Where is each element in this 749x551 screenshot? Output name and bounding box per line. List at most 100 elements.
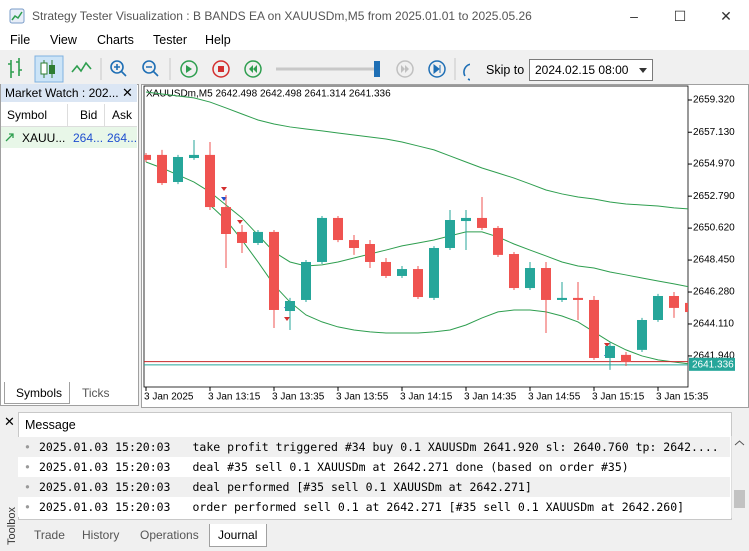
toolbox-label: Toolbox xyxy=(6,507,18,545)
candle-body xyxy=(381,261,391,276)
column-header[interactable]: Bid xyxy=(80,108,98,122)
price-label-box xyxy=(689,357,735,371)
tab-label[interactable]: Trade xyxy=(34,528,65,542)
skip-end-button[interactable] xyxy=(428,60,446,78)
candle-body xyxy=(445,220,455,248)
maximize-button[interactable]: ☐ xyxy=(673,8,687,24)
candle-body xyxy=(509,254,519,289)
candle-body xyxy=(685,302,688,313)
slow-down-button[interactable] xyxy=(244,60,262,78)
tab-label[interactable]: Journal xyxy=(218,528,258,542)
candle-body xyxy=(573,297,583,300)
candle-body xyxy=(493,227,503,255)
column-header[interactable]: Message xyxy=(25,418,76,432)
date-dropdown-button[interactable] xyxy=(637,64,649,76)
toolbox-close[interactable]: ✕ xyxy=(4,414,15,429)
tab-selected[interactable] xyxy=(209,524,267,547)
log-row[interactable]: • 2025.01.03 15:20:03 take profit triggere… xyxy=(18,437,730,457)
x-tick-label: 3 Jan 14:35 xyxy=(464,392,517,403)
scroll-up[interactable] xyxy=(734,438,745,448)
x-tick-label: 3 Jan 13:55 xyxy=(336,392,389,403)
line-chart-button[interactable] xyxy=(71,61,92,73)
log-message: deal performed [#35 sell 0.1 XAUUSDm at … xyxy=(192,480,532,494)
log-row[interactable]: • 2025.01.03 15:20:03 deal #35 sell 0.1 XA… xyxy=(18,457,730,477)
y-tick-label: 2650.620 xyxy=(693,223,735,234)
menu-item[interactable]: Help xyxy=(205,33,231,47)
market-watch-close[interactable]: ✕ xyxy=(122,85,133,100)
slider-thumb[interactable] xyxy=(374,61,380,77)
x-tick-label: 3 Jan 14:55 xyxy=(528,392,581,403)
tab-label[interactable]: Symbols xyxy=(16,386,63,400)
y-tick-label: 2648.450 xyxy=(693,255,735,266)
tab-label[interactable]: Ticks xyxy=(82,386,110,400)
play-button[interactable] xyxy=(180,60,198,78)
market-watch-header: Market Watch : 202... xyxy=(1,84,137,102)
candle-body xyxy=(349,240,359,248)
y-tick-label: 2659.320 xyxy=(693,95,735,106)
zoom-in-button[interactable] xyxy=(110,60,127,77)
candle-body xyxy=(221,207,231,234)
stop-button[interactable] xyxy=(212,60,230,78)
menu-item[interactable]: Charts xyxy=(97,33,134,47)
candle-body xyxy=(637,319,647,350)
y-tick-label: 2646.280 xyxy=(693,287,735,298)
column-header[interactable]: Symbol xyxy=(7,108,48,122)
menu-item[interactable]: View xyxy=(50,33,77,47)
candle-body xyxy=(205,154,215,208)
tab-selected[interactable] xyxy=(4,382,70,404)
zoom-out-button[interactable] xyxy=(142,60,159,77)
column-header[interactable]: Ask xyxy=(112,108,133,122)
candle-body xyxy=(365,244,375,262)
log-time: 2025.01.03 15:20:03 xyxy=(38,460,171,474)
candle-body xyxy=(669,295,679,308)
candle-body xyxy=(157,154,167,184)
candle-body xyxy=(605,345,615,358)
candle-body xyxy=(317,217,327,262)
skip-label: Skip to xyxy=(486,63,525,77)
title-bar xyxy=(0,0,749,32)
minimize-button[interactable]: – xyxy=(630,8,638,24)
skip-date-value: 2024.02.15 08:00 xyxy=(535,63,629,77)
log-time: 2025.01.03 15:20:03 xyxy=(38,440,171,454)
column-divider xyxy=(67,104,68,148)
y-tick-label: 2654.970 xyxy=(693,159,735,170)
log-row[interactable]: • 2025.01.03 15:20:03 order performed sell… xyxy=(18,497,730,517)
price-label: 2641.336 xyxy=(692,359,734,370)
log-message: deal #35 sell 0.1 XAUUSDm at 2642.271 do… xyxy=(192,460,629,474)
x-tick-label: 3 Jan 14:15 xyxy=(400,392,453,403)
ask-price: 264... xyxy=(107,131,138,145)
log-bullet: • xyxy=(24,440,31,454)
x-tick-label: 3 Jan 2025 xyxy=(144,392,194,403)
close-button[interactable]: ✕ xyxy=(720,8,732,24)
menu-item[interactable]: File xyxy=(10,33,31,47)
bollinger-band xyxy=(145,161,688,288)
skip-icon xyxy=(463,63,470,81)
x-tick-label: 3 Jan 15:35 xyxy=(656,392,709,403)
skip-date-field[interactable] xyxy=(529,59,653,81)
candle-body xyxy=(429,247,439,298)
candle-body xyxy=(144,154,151,160)
tab-label[interactable]: Operations xyxy=(140,528,199,542)
x-tick-label: 3 Jan 13:15 xyxy=(208,392,261,403)
candle-body xyxy=(253,231,263,243)
tab-label[interactable]: History xyxy=(82,528,120,542)
log-time: 2025.01.03 15:20:03 xyxy=(38,500,171,514)
log-bullet: • xyxy=(24,480,31,494)
bar-chart-button[interactable] xyxy=(8,58,22,78)
log-time: 2025.01.03 15:20:03 xyxy=(38,480,171,494)
candle-body xyxy=(173,156,183,183)
menu-item[interactable]: Tester xyxy=(153,33,188,47)
x-tick-label: 3 Jan 13:35 xyxy=(272,392,325,403)
log-message: take profit triggered #34 buy 0.1 XAUUSD… xyxy=(192,440,719,454)
log-row[interactable]: • 2025.01.03 15:20:03 deal performed [#35 … xyxy=(18,477,730,497)
candle-body xyxy=(237,231,247,243)
log-message: order performed sell 0.1 at 2642.271 [#3… xyxy=(192,500,685,514)
candle-icon xyxy=(40,60,55,78)
y-tick-label: 2652.790 xyxy=(693,191,735,202)
app-icon xyxy=(9,8,25,24)
candle-body xyxy=(333,217,343,241)
scrollbar-thumb[interactable] xyxy=(734,490,745,508)
symbol-row[interactable] xyxy=(1,127,137,148)
candle-body xyxy=(477,217,487,228)
